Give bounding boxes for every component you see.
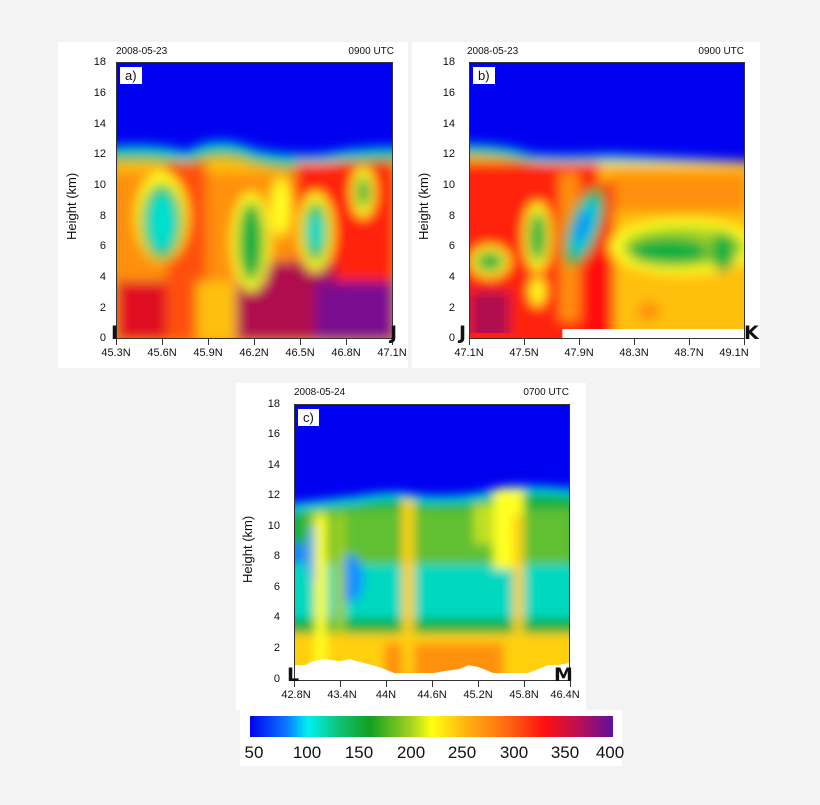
ytick: 10 [267, 520, 280, 532]
xtick: 48.3N [619, 347, 649, 359]
panel-c-heatmap [294, 404, 570, 681]
panel-c-time: 0700 UTC [523, 387, 569, 398]
ytick: 14 [93, 118, 106, 130]
ytick: 18 [93, 56, 106, 68]
colorbar-tick: 350 [550, 743, 580, 762]
xtick: 46.4N [550, 689, 580, 701]
colorbar: 50 100 150 200 250 300 350 400 [240, 710, 625, 766]
ytick: 10 [93, 179, 106, 191]
ytick: 6 [273, 581, 280, 593]
ytick: 8 [273, 550, 280, 562]
xtick: 47.5N [509, 347, 539, 359]
xtick: 42.8N [281, 689, 311, 701]
ytick: 18 [267, 398, 280, 410]
colorbar-tick: 200 [396, 743, 426, 762]
ytick: 12 [93, 148, 106, 160]
colorbar-tick: 300 [499, 743, 529, 762]
panel-a-ylabel: Height (km) [64, 172, 79, 240]
ytick: 2 [448, 302, 455, 314]
ytick: 0 [273, 673, 280, 685]
ytick: 2 [99, 302, 106, 314]
colorbar-tick: 150 [344, 743, 374, 762]
xtick: 48.7N [674, 347, 704, 359]
panel-a-time: 0900 UTC [348, 46, 394, 57]
xtick: 45.6N [147, 347, 177, 359]
colorbar-gradient [250, 716, 613, 737]
panel-b-time: 0900 UTC [698, 46, 744, 57]
panel-c-end-label: M [554, 664, 573, 686]
panel-c-label: c) [298, 409, 319, 426]
xtick: 45.3N [101, 347, 131, 359]
colorbar-tick: 250 [447, 743, 477, 762]
xtick: 44N [375, 689, 397, 701]
xtick: 45.2N [463, 689, 493, 701]
panel-a: 2008-05-23 0900 UTC Height (km) 18 16 14… [58, 42, 408, 368]
xtick: 47.1N [377, 347, 407, 359]
xtick: 46.2N [239, 347, 269, 359]
xtick: 45.9N [193, 347, 223, 359]
panel-b-label: b) [473, 67, 495, 84]
ytick: 14 [442, 118, 455, 130]
colorbar-tick: 50 [244, 743, 264, 762]
ytick: 6 [448, 240, 455, 252]
ytick: 8 [448, 210, 455, 222]
ytick: 16 [442, 87, 455, 99]
panel-c: 2008-05-24 0700 UTC Height (km) 18 16 14… [236, 383, 586, 710]
panel-c-start-label: L [287, 664, 300, 686]
ytick: 6 [99, 240, 106, 252]
panel-b-ylabel: Height (km) [416, 172, 431, 240]
panel-a-label: a) [120, 67, 142, 84]
colorbar-tick: 400 [595, 743, 625, 762]
panel-c-ylabel: Height (km) [240, 515, 255, 583]
colorbar-tick: 100 [292, 743, 322, 762]
ytick: 10 [442, 179, 455, 191]
panel-a-start-label: I [111, 322, 119, 344]
ytick: 4 [448, 271, 455, 283]
xtick: 47.1N [454, 347, 484, 359]
xtick: 45.8N [509, 689, 539, 701]
ytick: 12 [267, 489, 280, 501]
ytick: 16 [267, 428, 280, 440]
ytick: 4 [273, 611, 280, 623]
panel-b-heatmap [469, 62, 745, 339]
ytick: 8 [99, 210, 106, 222]
xtick: 47.9N [564, 347, 594, 359]
xtick: 43.4N [327, 689, 357, 701]
xtick: 46.5N [285, 347, 315, 359]
ytick: 14 [267, 459, 280, 471]
ytick: 18 [442, 56, 455, 68]
ytick: 4 [99, 271, 106, 283]
xtick: 49.1N [719, 347, 749, 359]
ytick: 16 [93, 87, 106, 99]
panel-b-date: 2008-05-23 [467, 46, 519, 57]
panel-a-date: 2008-05-23 [116, 46, 168, 57]
ytick: 12 [442, 148, 455, 160]
panel-b: 2008-05-23 0900 UTC Height (km) 18 16 14… [412, 42, 760, 368]
ytick: 0 [448, 332, 455, 344]
panel-c-date: 2008-05-24 [294, 387, 346, 398]
xtick: 46.8N [331, 347, 361, 359]
ytick: 0 [99, 332, 106, 344]
panel-a-end-label: J [390, 322, 398, 344]
panel-b-end-label: K [744, 322, 759, 344]
panel-b-start-label: J [459, 322, 467, 344]
panel-a-heatmap [116, 62, 393, 339]
xtick: 44.6N [417, 689, 447, 701]
ytick: 2 [273, 642, 280, 654]
